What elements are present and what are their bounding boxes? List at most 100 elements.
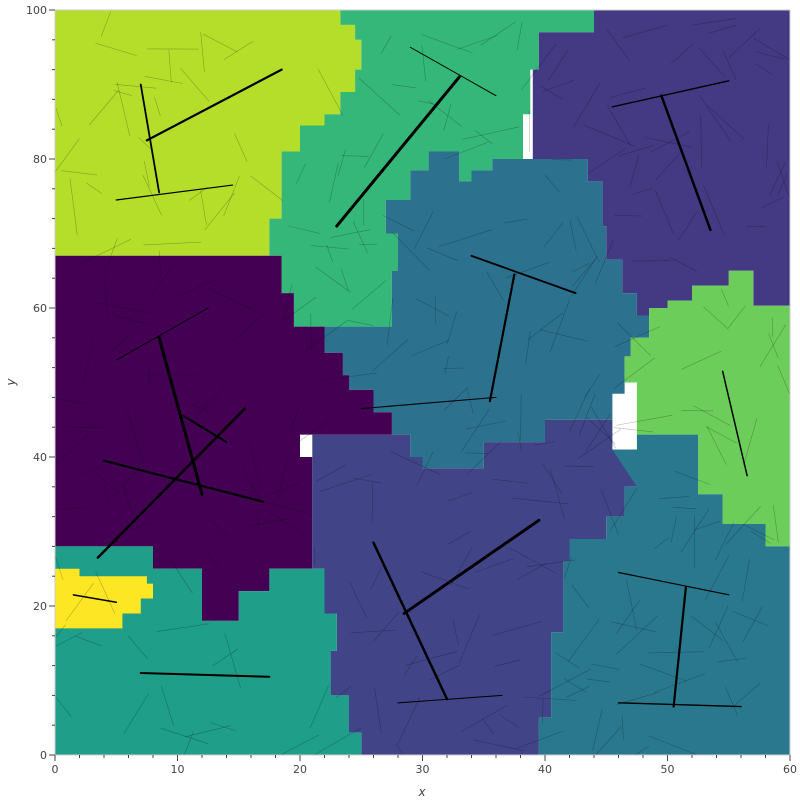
texture-stroke: [115, 84, 157, 89]
texture-stroke: [317, 68, 344, 117]
texture-stroke: [595, 726, 622, 756]
texture-stroke: [277, 457, 288, 500]
texture-stroke: [282, 284, 293, 322]
texture-stroke: [466, 440, 502, 476]
texture-stroke: [132, 522, 152, 530]
texture-stroke: [305, 320, 347, 351]
texture-stroke: [95, 571, 116, 614]
texture-stroke: [126, 409, 144, 464]
texture-stroke: [777, 173, 788, 196]
texture-stroke: [411, 339, 450, 357]
segment-line: [397, 694, 503, 704]
texture-stroke: [203, 512, 231, 539]
texture-stroke: [111, 312, 131, 324]
texture-stroke: [614, 326, 661, 348]
texture-stroke: [296, 163, 306, 184]
texture-stroke: [242, 466, 261, 502]
texture-stroke: [75, 636, 102, 647]
segment-line: [102, 459, 265, 503]
segment-line: [96, 407, 247, 559]
texture-stroke: [156, 623, 209, 632]
texture-stroke: [95, 302, 149, 314]
texture-stroke: [609, 87, 647, 98]
texture-stroke: [210, 722, 237, 732]
texture-stroke: [337, 149, 346, 176]
texture-stroke: [571, 584, 589, 608]
texture-stroke: [658, 496, 690, 499]
texture-stroke: [521, 43, 557, 90]
texture-stroke: [569, 389, 590, 432]
x-tick-label: 50: [661, 763, 675, 776]
texture-stroke: [776, 160, 791, 200]
texture-stroke: [578, 393, 596, 437]
texture-stroke: [113, 90, 132, 96]
texture-stroke: [84, 464, 106, 474]
texture-stroke: [609, 488, 637, 532]
texture-stroke: [572, 259, 596, 287]
texture-stroke: [340, 268, 349, 291]
texture-stroke: [404, 655, 418, 676]
texture-stroke: [415, 298, 450, 317]
texture-stroke: [65, 583, 94, 621]
texture-stroke: [766, 124, 769, 168]
texture-stroke: [382, 215, 414, 232]
texture-stroke: [504, 262, 550, 279]
texture-stroke: [421, 45, 426, 82]
texture-stroke: [629, 154, 640, 187]
texture-stroke: [249, 443, 261, 488]
texture-stroke: [618, 145, 654, 157]
texture-stroke: [555, 652, 581, 669]
texture-stroke: [372, 338, 409, 372]
texture-stroke: [207, 287, 255, 311]
texture-stroke: [672, 507, 696, 509]
texture-stroke: [352, 221, 368, 254]
texture-stroke: [444, 141, 489, 160]
texture-stroke: [203, 33, 238, 53]
texture-stroke: [693, 405, 731, 426]
texture-stroke: [309, 685, 329, 729]
texture-stroke: [54, 624, 66, 639]
texture-stroke: [681, 350, 722, 370]
texture-stroke: [694, 520, 720, 531]
texture-stroke: [655, 190, 674, 234]
texture-stroke: [352, 477, 382, 484]
texture-stroke: [769, 162, 786, 195]
texture-stroke: [326, 244, 334, 263]
texture-stroke: [154, 97, 161, 117]
segment-line: [115, 184, 234, 201]
texture-stroke: [572, 263, 590, 272]
texture-stroke: [320, 372, 378, 381]
segment-line: [617, 702, 742, 708]
segment-line: [145, 68, 283, 142]
x-tick-label: 20: [293, 763, 307, 776]
texture-stroke: [742, 606, 763, 643]
texture-stroke: [438, 229, 492, 248]
texture-stroke: [768, 333, 779, 359]
texture-stroke: [634, 746, 650, 756]
texture-stroke: [100, 11, 112, 37]
texture-stroke: [587, 147, 626, 174]
x-tick-label: 60: [783, 763, 797, 776]
segment-line: [617, 571, 730, 596]
texture-stroke: [443, 103, 452, 131]
texture-stroke: [158, 250, 161, 278]
texture-stroke: [725, 686, 738, 716]
texture-stroke: [549, 298, 571, 353]
texture-stroke: [443, 387, 468, 411]
texture-stroke: [754, 38, 791, 61]
texture-stroke: [615, 599, 640, 635]
texture-stroke: [541, 80, 574, 92]
texture-stroke: [461, 408, 490, 452]
texture-stroke: [706, 104, 745, 140]
texture-stroke: [86, 182, 102, 194]
texture-stroke: [473, 739, 524, 752]
texture-stroke: [330, 229, 370, 238]
segment-line: [139, 672, 271, 678]
texture-stroke: [759, 324, 786, 367]
texture-stroke: [188, 386, 226, 425]
texture-stroke: [677, 211, 698, 242]
texture-stroke: [731, 682, 761, 709]
y-tick-label: 40: [33, 451, 47, 464]
texture-stroke: [564, 678, 588, 693]
texture-stroke: [616, 414, 673, 426]
